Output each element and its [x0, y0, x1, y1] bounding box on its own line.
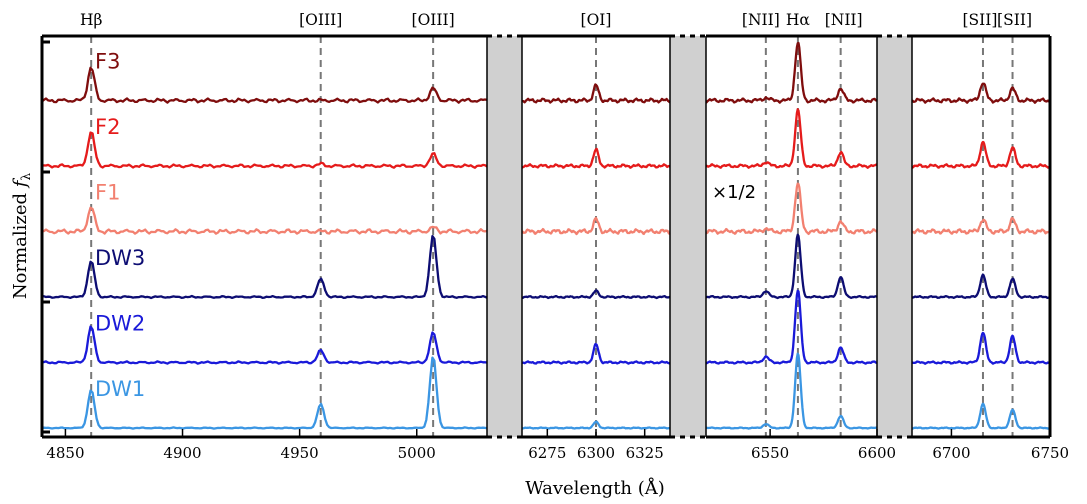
series-line-dw1 — [705, 352, 878, 430]
series-line-dw1 — [911, 402, 1051, 430]
emission-line-name: Hα — [786, 11, 811, 29]
panel-gap-3 — [877, 36, 912, 437]
emission-line-name: [SII] — [997, 11, 1032, 29]
spectra-series — [41, 41, 1051, 430]
x-tick-label: 4950 — [281, 444, 319, 462]
emission-line-name: [OIII] — [412, 11, 455, 29]
text-layer: Wavelength (Å) Normalized fλ ×1/2 Hβ [OII… — [10, 11, 1069, 499]
x-tick-label: 6275 — [528, 444, 566, 462]
series-f1 — [41, 182, 1051, 236]
series-line-dw2 — [521, 342, 671, 365]
series-line-dw2 — [705, 289, 878, 365]
x-tick-label: 6700 — [932, 444, 970, 462]
series-label-dw2: DW2 — [95, 312, 145, 336]
series-line-f2 — [911, 140, 1051, 169]
x-tick-label: 6325 — [626, 444, 664, 462]
series-dw3 — [41, 233, 1051, 300]
series-line-dw3 — [705, 233, 878, 300]
series-line-f2 — [705, 108, 878, 169]
series-line-f3 — [521, 83, 671, 104]
series-f2 — [41, 108, 1051, 169]
series-line-dw3 — [41, 234, 488, 300]
series-line-dw3 — [521, 289, 671, 300]
x-axis-label: Wavelength (Å) — [525, 477, 665, 499]
emission-line-name: Hβ — [80, 11, 103, 29]
x-tick-label: 6300 — [577, 444, 615, 462]
series-line-f3 — [911, 82, 1051, 104]
series-label-f3: F3 — [95, 50, 120, 74]
x-tick-label: 4900 — [163, 444, 201, 462]
series-line-f2 — [521, 147, 671, 169]
emission-line-name: [NII] — [825, 11, 863, 29]
panel-gap-2 — [670, 36, 706, 437]
x-tick-label: 6750 — [1031, 444, 1069, 462]
series-line-f1 — [41, 206, 488, 235]
series-line-dw1 — [41, 356, 488, 430]
background-layer — [487, 36, 912, 437]
emission-line-name: [OIII] — [299, 11, 342, 29]
series-line-dw1 — [521, 420, 671, 430]
x-tick-label: 5000 — [398, 444, 436, 462]
y-axis-label: Normalized fλ — [10, 173, 33, 300]
series-line-f1 — [521, 216, 671, 236]
series-dw2 — [41, 289, 1051, 365]
panel-gap-1 — [487, 36, 522, 437]
emission-line-name: [SII] — [962, 11, 997, 29]
emission-line-name: [NII] — [742, 11, 780, 29]
scale-annotation: ×1/2 — [712, 182, 756, 203]
axes-frame — [40, 34, 1052, 439]
series-line-f3 — [41, 66, 488, 104]
series-line-f1 — [705, 182, 878, 236]
series-label-f2: F2 — [95, 115, 120, 139]
series-line-f3 — [705, 41, 878, 104]
series-dw1 — [41, 352, 1051, 430]
series-line-f1 — [911, 217, 1051, 235]
series-line-dw3 — [911, 273, 1051, 300]
emission-line-markers — [90, 36, 1014, 437]
series-line-f2 — [41, 131, 488, 169]
series-line-dw2 — [41, 325, 488, 365]
x-tick-label: 6600 — [858, 444, 896, 462]
emission-line-name: [OI] — [581, 11, 612, 29]
x-tick-label: 4850 — [46, 444, 84, 462]
series-f3 — [41, 41, 1051, 104]
x-tick-label: 6550 — [751, 444, 789, 462]
series-line-dw2 — [911, 331, 1051, 365]
series-label-dw1: DW1 — [95, 377, 145, 401]
series-label-f1: F1 — [95, 181, 120, 205]
series-label-dw3: DW3 — [95, 246, 145, 270]
